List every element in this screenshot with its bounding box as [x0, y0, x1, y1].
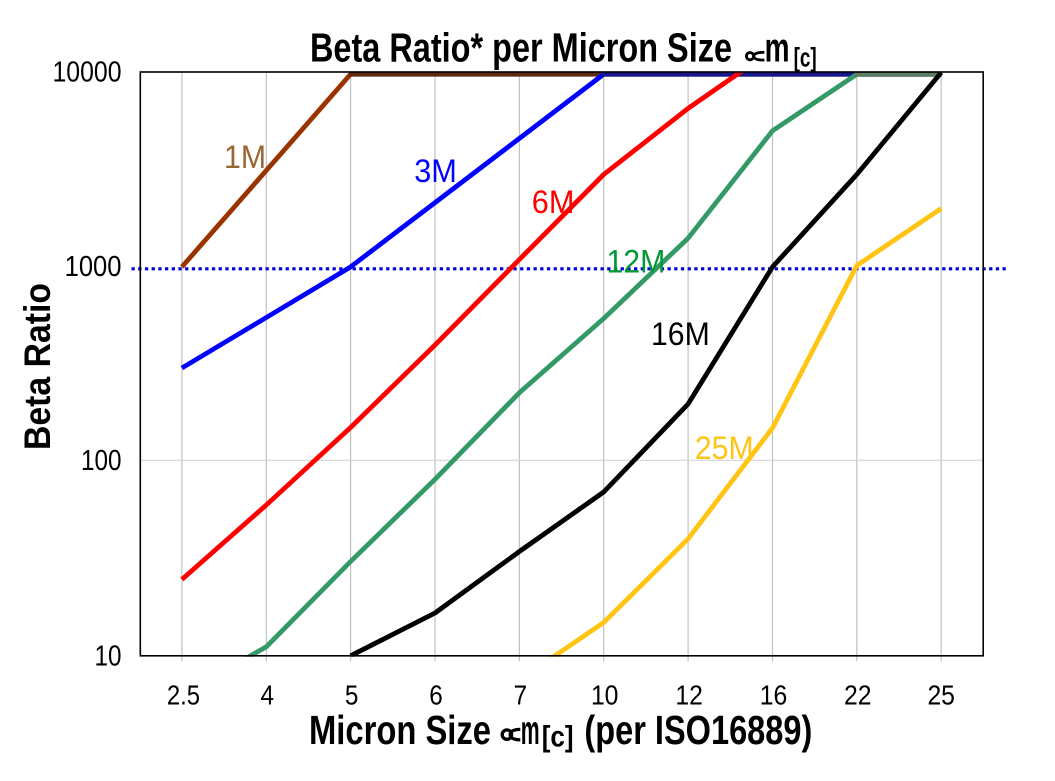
svg-text:[c]: [c] [542, 720, 574, 753]
svg-text:12M: 12M [607, 244, 666, 280]
svg-text:1000: 1000 [65, 251, 122, 283]
svg-text:5: 5 [345, 680, 359, 711]
svg-text:Beta Ratio: Beta Ratio [17, 283, 58, 450]
svg-text:m: m [765, 25, 790, 71]
svg-text:3M: 3M [414, 153, 457, 189]
svg-text:Micron Size: Micron Size [309, 707, 491, 753]
svg-text:12: 12 [675, 680, 703, 711]
svg-text:6M: 6M [532, 184, 575, 220]
svg-text:4: 4 [261, 680, 275, 711]
svg-text:1M: 1M [224, 139, 266, 175]
svg-text:(per ISO16889): (per ISO16889) [584, 707, 812, 753]
svg-text:22: 22 [844, 680, 872, 711]
svg-text:16: 16 [760, 680, 788, 711]
svg-text:7: 7 [514, 680, 528, 711]
svg-text:16M: 16M [651, 316, 710, 352]
svg-text:10: 10 [95, 641, 122, 673]
svg-text:25M: 25M [695, 430, 754, 466]
svg-text:10: 10 [591, 680, 619, 711]
svg-text:2.5: 2.5 [167, 680, 200, 711]
svg-text:10000: 10000 [53, 56, 122, 88]
svg-text:[c]: [c] [794, 43, 817, 73]
svg-text:Beta Ratio* per Micron Size: Beta Ratio* per Micron Size [310, 25, 732, 71]
svg-text:100: 100 [81, 445, 122, 477]
svg-text:6: 6 [429, 680, 443, 711]
svg-text:25: 25 [927, 680, 955, 711]
svg-text:m: m [521, 707, 540, 753]
